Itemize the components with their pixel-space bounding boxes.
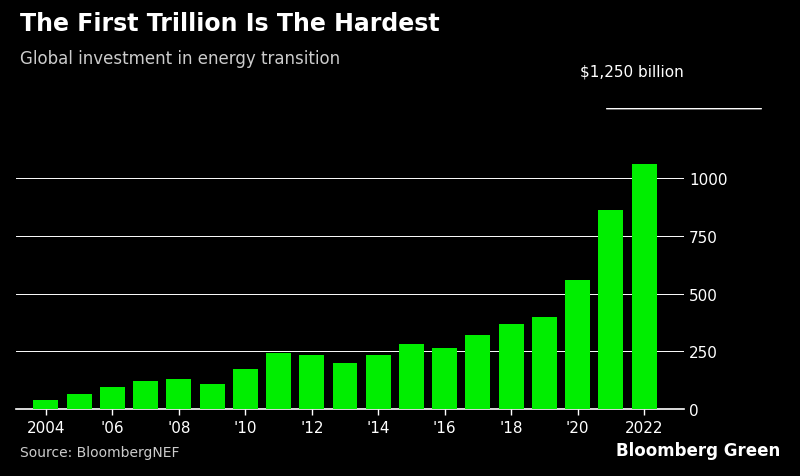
Text: $1,250 billion: $1,250 billion xyxy=(580,64,684,79)
Text: Global investment in energy transition: Global investment in energy transition xyxy=(20,50,340,68)
Bar xyxy=(366,355,390,409)
Bar xyxy=(133,382,158,409)
Bar xyxy=(598,211,623,409)
Bar xyxy=(266,353,291,409)
Bar xyxy=(532,317,557,409)
Bar xyxy=(432,348,457,409)
Bar xyxy=(632,165,657,409)
Bar xyxy=(399,345,424,409)
Bar xyxy=(299,355,324,409)
Bar xyxy=(498,324,524,409)
Bar xyxy=(333,363,358,409)
Text: The First Trillion Is The Hardest: The First Trillion Is The Hardest xyxy=(20,12,440,36)
Bar xyxy=(34,400,58,409)
Text: Bloomberg Green: Bloomberg Green xyxy=(616,441,780,459)
Bar xyxy=(233,369,258,409)
Bar xyxy=(100,387,125,409)
Bar xyxy=(166,379,191,409)
Bar xyxy=(565,280,590,409)
Bar xyxy=(466,336,490,409)
Bar xyxy=(66,394,92,409)
Bar xyxy=(200,384,225,409)
Text: Source: BloombergNEF: Source: BloombergNEF xyxy=(20,446,179,459)
